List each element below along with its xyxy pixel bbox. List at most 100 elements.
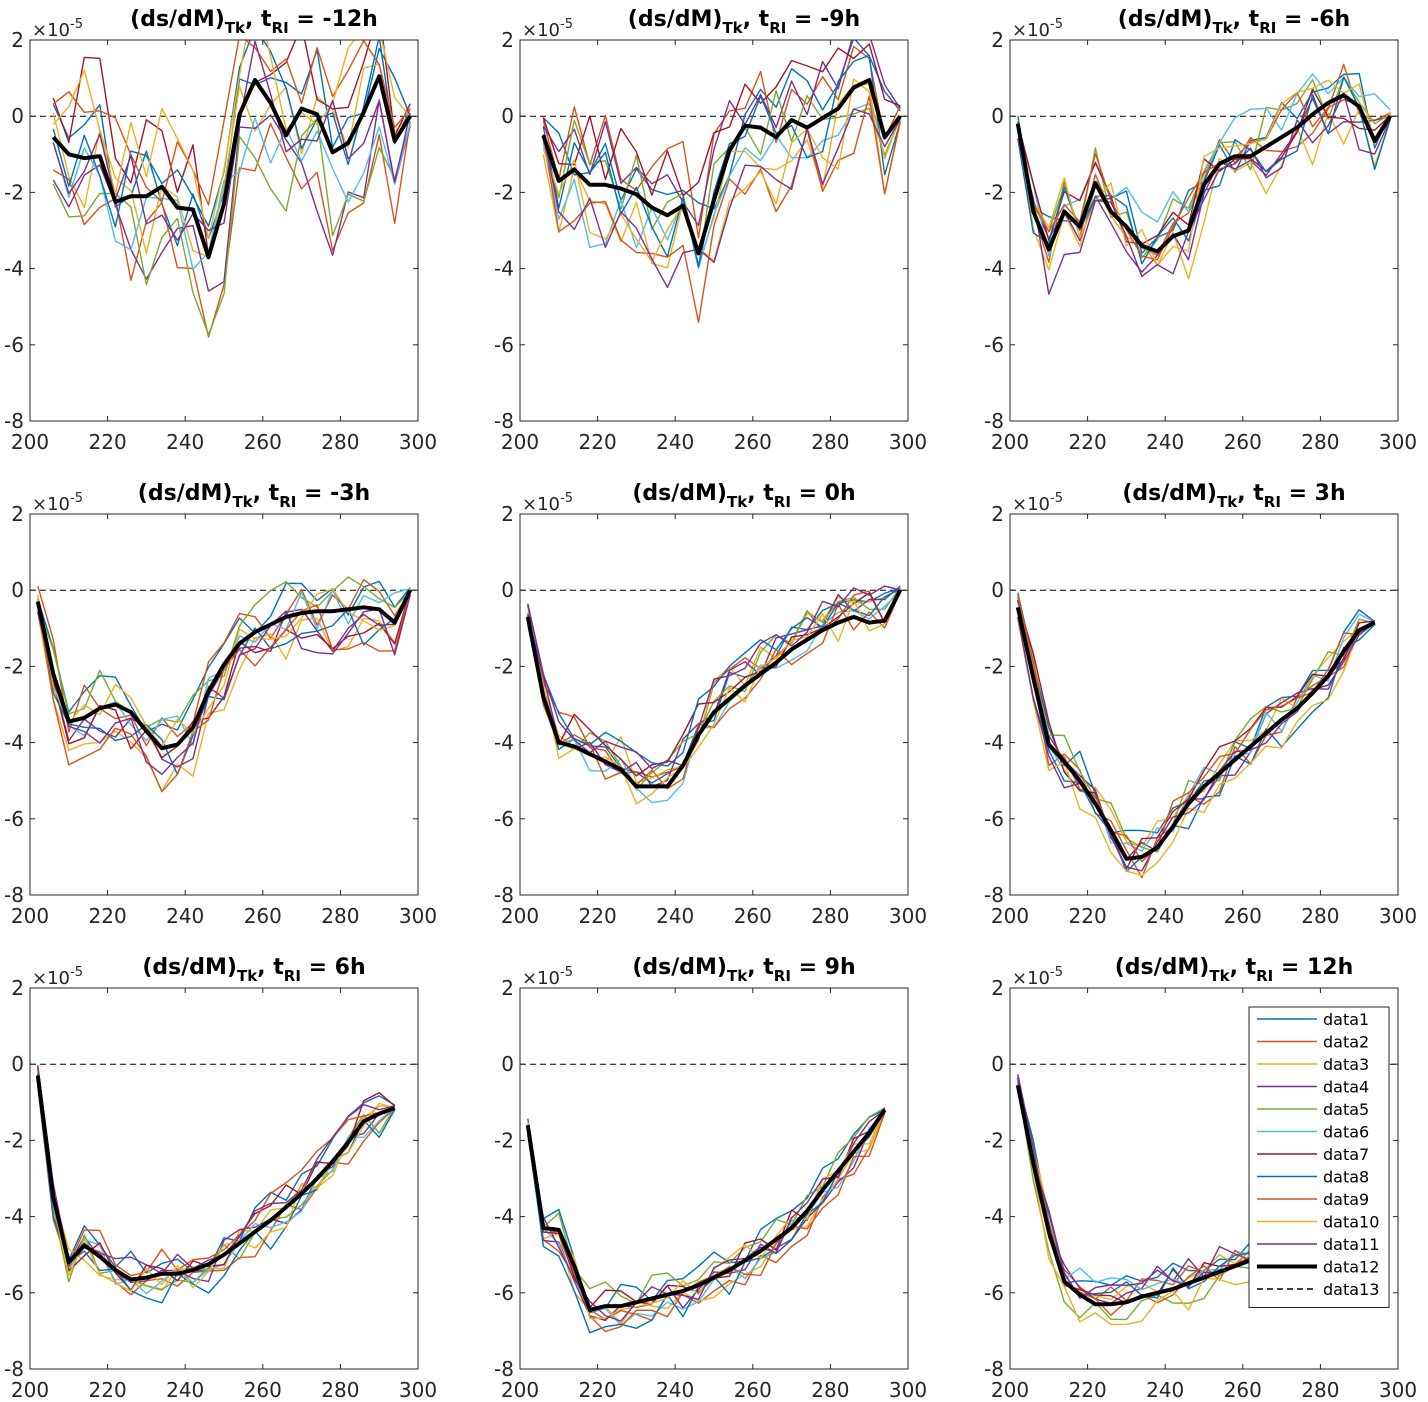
y-tick-label: -4 [984,731,1004,755]
series-data10-line [1017,1089,1267,1326]
x-tick-label: 220 [89,1378,127,1402]
panel-title: (ds/dM)Tk, tRI = -9h [628,7,860,37]
x-tick-label: 300 [1379,430,1417,454]
series-data9-line [37,589,411,793]
x-tick-label: 200 [501,904,539,928]
plot-area [30,514,418,895]
legend-entry-data5: data5 [1323,1100,1369,1119]
series-data12-line [51,74,412,260]
x-tick-label: 220 [579,1378,617,1402]
series-data5-line [542,89,901,268]
axes-box [1009,987,1399,1370]
series-data11-line [542,108,901,289]
panel-2: 200 220 240 260 280 300 -8 -6 -4 -2 0 2 ×10-5 (ds/dM)… [494,7,927,454]
x-tick-label: 280 [1301,1378,1339,1402]
x-tick-label: 300 [1379,1378,1417,1402]
axes-box [1009,513,1399,896]
panel-title: (ds/dM)Tk, tRI = -3h [138,481,370,511]
y-tick-label: -6 [984,333,1004,357]
y-tick-label: -2 [494,180,514,204]
x-tick-label: 220 [1069,1378,1107,1402]
x-tick-label: 200 [501,430,539,454]
x-tick-label: 220 [579,430,617,454]
y-tick-label: 0 [501,578,514,602]
series-data12-line [35,589,413,751]
series-data2-line [1017,600,1375,879]
series-data12-line [35,1075,396,1282]
series-data12-line [541,78,902,256]
series-data12-line [1015,606,1376,861]
panel-title: (ds/dM)Tk, tRI = 9h [632,955,855,985]
y-tick-label: -4 [984,257,1004,281]
series-data1-line [542,40,901,210]
y-exponent-label: ×10-5 [522,491,573,515]
y-exponent-label: ×10-5 [522,965,573,989]
series-data6-line [542,102,901,270]
series-data3-line [37,1079,395,1292]
legend-entry-data9: data9 [1323,1190,1369,1209]
series-data5-line [527,586,901,791]
y-tick-label: -4 [494,1205,514,1229]
plot-area [1010,514,1398,895]
legend-box [1248,1006,1390,1308]
y-tick-label: 2 [501,28,514,52]
x-tick-label: 200 [991,904,1029,928]
x-tick-label: 200 [991,1378,1029,1402]
y-tick-label: -6 [494,333,514,357]
series-data11-line [1017,92,1391,295]
x-tick-label: 240 [656,904,694,928]
x-tick-label: 200 [501,1378,539,1402]
series-data11-line [37,594,411,775]
panel-title: (ds/dM)Tk, tRI = 12h [1115,955,1354,985]
axes-box [519,987,909,1370]
series-data9-line [527,591,901,790]
panel-title: (ds/dM)Tk, tRI = 0h [632,481,855,511]
y-tick-label: -4 [984,1205,1004,1229]
x-tick-label: 260 [734,1378,772,1402]
y-exponent-label: ×10-5 [32,491,83,515]
y-tick-label: -8 [4,883,24,907]
y-tick-label: 2 [11,502,24,526]
y-tick-label: -6 [494,1281,514,1305]
x-tick-label: 300 [399,1378,437,1402]
x-tick-label: 260 [1224,1378,1262,1402]
x-tick-label: 300 [889,1378,927,1402]
y-tick-label: -6 [4,807,24,831]
y-tick-label: 0 [991,104,1004,128]
plot-area [520,988,908,1369]
x-tick-label: 260 [734,904,772,928]
series-data12-line [1015,1084,1267,1307]
axes-box [519,513,909,896]
x-tick-label: 220 [1069,904,1107,928]
x-tick-label: 200 [11,1378,49,1402]
series-data3-line [1017,108,1391,280]
panel-7: 200 220 240 260 280 300 -8 -6 -4 -2 0 2 ×10-5 (ds/dM)… [4,955,437,1402]
x-tick-label: 260 [244,430,282,454]
panel-title: (ds/dM)Tk, tRI = -6h [1118,7,1350,37]
y-tick-label: -2 [984,654,1004,678]
x-tick-label: 240 [166,430,204,454]
legend-entry-data6: data6 [1323,1123,1369,1142]
y-tick-label: -2 [984,1128,1004,1152]
y-tick-label: -6 [984,807,1004,831]
x-tick-label: 260 [734,430,772,454]
series-data10-line [1017,618,1375,877]
legend-entry-data13: data13 [1323,1280,1379,1299]
y-tick-label: -2 [984,180,1004,204]
x-tick-label: 200 [991,430,1029,454]
y-tick-label: -8 [4,1357,24,1381]
y-tick-label: 2 [501,502,514,526]
plot-area [520,40,908,421]
y-tick-label: -6 [494,807,514,831]
x-tick-label: 220 [89,904,127,928]
y-tick-label: -6 [984,1281,1004,1305]
y-tick-label: 0 [501,1052,514,1076]
y-tick-label: -8 [4,409,24,433]
y-tick-label: -2 [4,1128,24,1152]
panel-title: (ds/dM)Tk, tRI = -12h [130,7,378,37]
legend: data1 data2 data3 data4 data5 data6 data7 data8… [1248,1006,1390,1308]
series-data3-line [542,83,901,269]
series-data10-line [52,40,411,240]
y-tick-label: -8 [494,883,514,907]
